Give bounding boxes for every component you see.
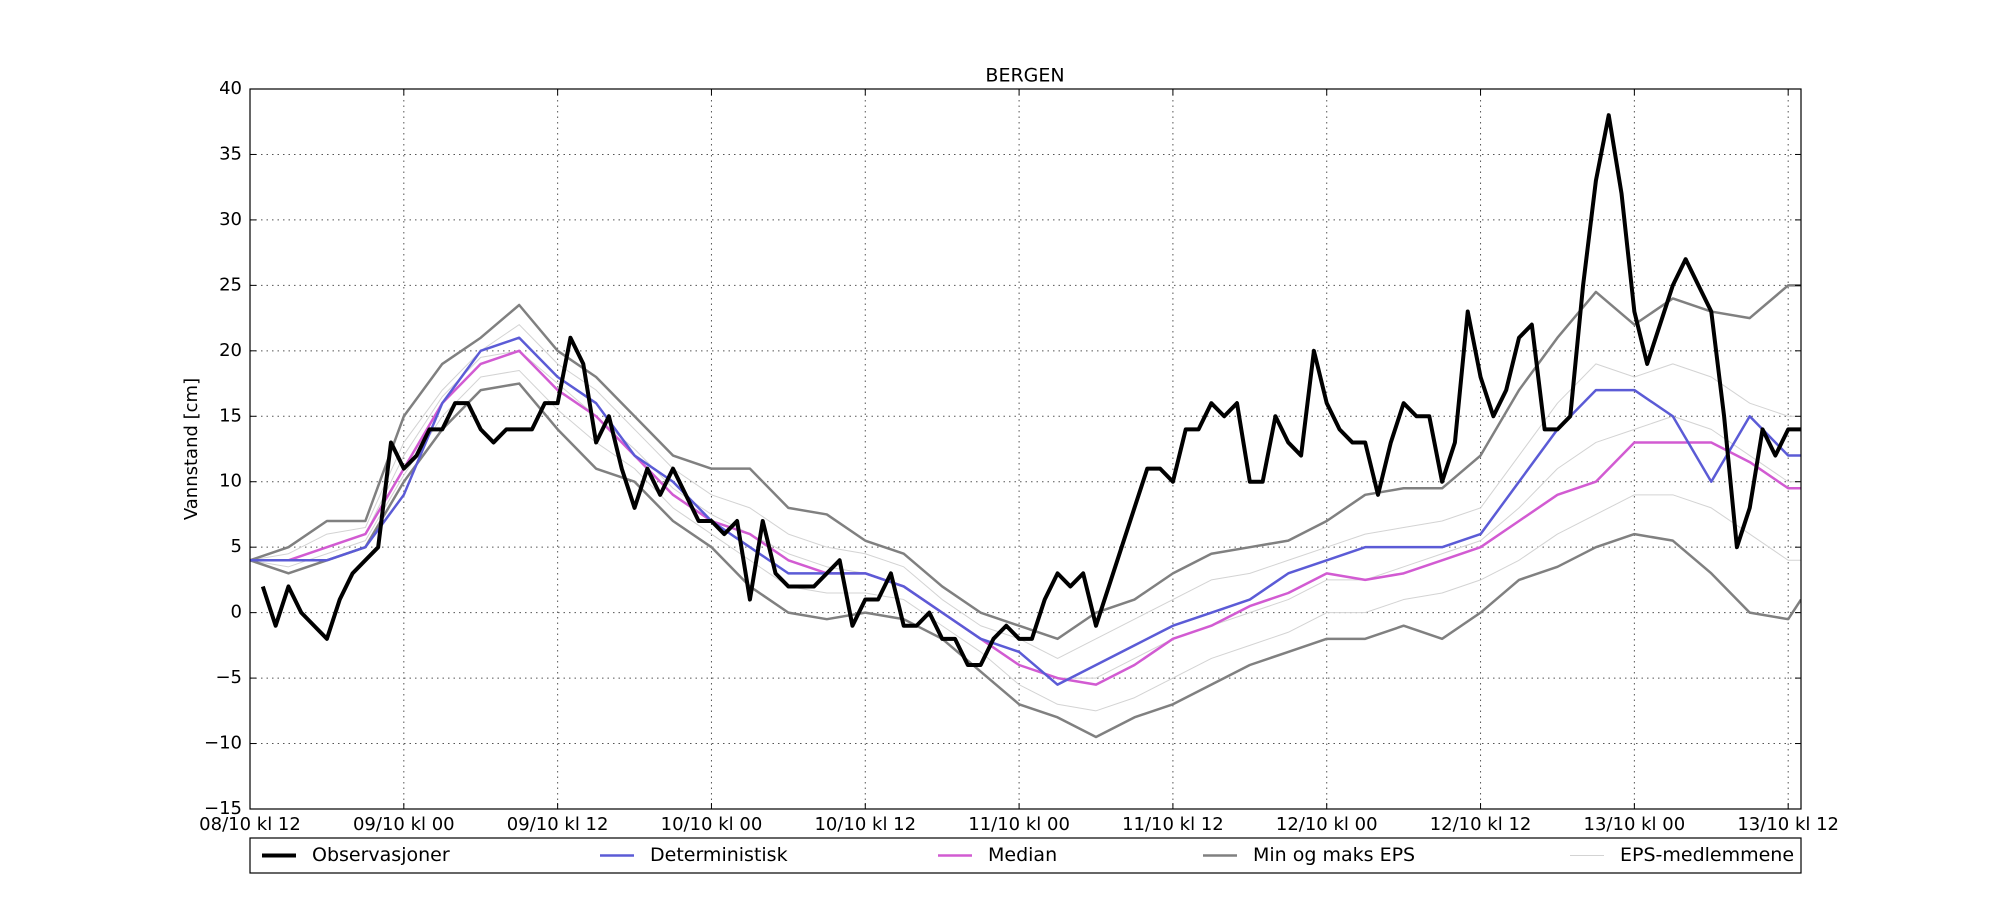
- legend: Observasjoner Deterministisk Median Min og …: [262, 844, 1794, 866]
- plot-frame: [249, 88, 1802, 810]
- legend-label: Min og maks EPS: [1253, 844, 1415, 866]
- legend-label: Observasjoner: [312, 844, 450, 866]
- x-tick-label: 13/10 kl 12: [1737, 814, 1839, 835]
- plot-lines: [250, 113, 1801, 739]
- ticks: −15 −10 −5 0 5 10 15 20 25 30 35 40 08/10 kl 12 09/10…: [199, 78, 1839, 835]
- x-tick-label: 11/10 kl 12: [1122, 814, 1224, 835]
- y-tick-label: 40: [219, 78, 242, 99]
- x-tick-label: 12/10 kl 00: [1276, 814, 1378, 835]
- chart-title: BERGEN: [985, 65, 1064, 87]
- x-tick-label: 13/10 kl 00: [1584, 814, 1686, 835]
- y-tick-label: −5: [215, 667, 242, 688]
- y-axis-label: Vannstand [cm]: [181, 378, 202, 520]
- x-tick-label: 10/10 kl 12: [814, 814, 916, 835]
- y-tick-label: 35: [219, 143, 242, 164]
- y-tick-label: −15: [204, 798, 242, 819]
- series-line: [250, 349, 1801, 686]
- ensemble-member-line: [250, 369, 1801, 712]
- y-tick-label: −10: [204, 733, 242, 754]
- y-tick-label: 20: [219, 340, 242, 361]
- y-tick-label: 5: [231, 536, 242, 557]
- legend-label: Median: [988, 844, 1057, 866]
- x-tick-label: 09/10 kl 00: [353, 814, 455, 835]
- series-line: [250, 284, 1801, 641]
- x-tick-label: 10/10 kl 00: [661, 814, 763, 835]
- y-tick-label: 0: [231, 602, 242, 623]
- legend-label: Deterministisk: [650, 844, 788, 866]
- ensemble-member-line: [250, 324, 1801, 659]
- y-tick-label: 15: [219, 405, 242, 426]
- x-tick-label: 11/10 kl 00: [968, 814, 1070, 835]
- y-tick-label: 25: [219, 274, 242, 295]
- x-tick-label: 08/10 kl 12: [199, 814, 301, 835]
- min-line: [250, 382, 1801, 739]
- legend-box: [249, 837, 1802, 874]
- y-tick-label: 10: [219, 471, 242, 492]
- y-tick-label: 30: [219, 209, 242, 230]
- series-line: [260, 113, 1801, 667]
- x-tick-label: 09/10 kl 12: [507, 814, 609, 835]
- legend-label: EPS-medlemmene: [1620, 844, 1794, 866]
- x-tick-label: 12/10 kl 12: [1430, 814, 1532, 835]
